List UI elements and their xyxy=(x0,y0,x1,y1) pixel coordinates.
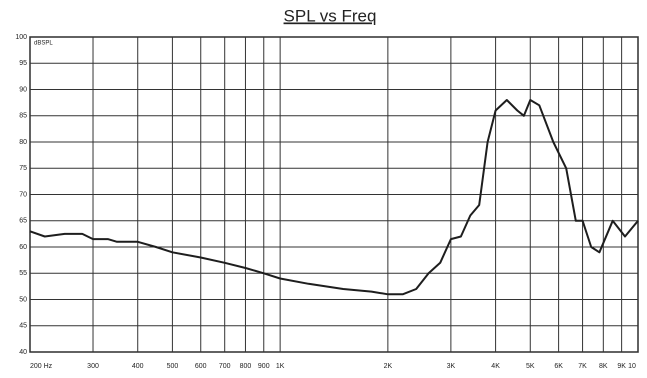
y-tick-label: 65 xyxy=(19,218,27,225)
y-tick-label: 60 xyxy=(19,244,27,251)
x-tick-label: 800 xyxy=(240,363,252,370)
x-tick-label: 3K xyxy=(447,363,456,370)
x-tick-label: 200 Hz xyxy=(30,363,53,370)
y-tick-label: 50 xyxy=(19,296,27,303)
x-tick-label: 600 xyxy=(195,363,207,370)
x-tick-label: 500 xyxy=(167,363,179,370)
y-tick-label: 75 xyxy=(19,165,27,172)
x-tick-label: 8K xyxy=(599,363,608,370)
x-tick-label: 5K xyxy=(526,363,535,370)
x-tick-label: 6K xyxy=(554,363,563,370)
y-tick-label: 100 xyxy=(15,34,27,41)
x-tick-label: 4K xyxy=(491,363,500,370)
y-tick-label: 45 xyxy=(19,323,27,330)
x-tick-label: 10 xyxy=(628,363,636,370)
x-tick-label: 400 xyxy=(132,363,144,370)
y-tick-label: 80 xyxy=(19,139,27,146)
y-axis-label: dBSPL xyxy=(34,41,53,47)
y-tick-label: 85 xyxy=(19,113,27,120)
x-tick-label: 300 xyxy=(87,363,99,370)
y-tick-label: 95 xyxy=(19,60,27,67)
x-tick-label: 1K xyxy=(276,363,285,370)
response-line xyxy=(29,99,639,296)
y-tick-label: 90 xyxy=(19,86,27,93)
chart-title: SPL vs Freq xyxy=(284,6,377,25)
x-tick-label: 7K xyxy=(578,363,587,370)
x-tick-label: 900 xyxy=(258,363,270,370)
y-tick-label: 40 xyxy=(19,349,27,356)
x-tick-label: 9K xyxy=(617,363,626,370)
y-tick-label: 70 xyxy=(19,191,27,198)
y-tick-label: 55 xyxy=(19,270,27,277)
x-tick-label: 2K xyxy=(384,363,393,370)
x-tick-label: 700 xyxy=(219,363,231,370)
